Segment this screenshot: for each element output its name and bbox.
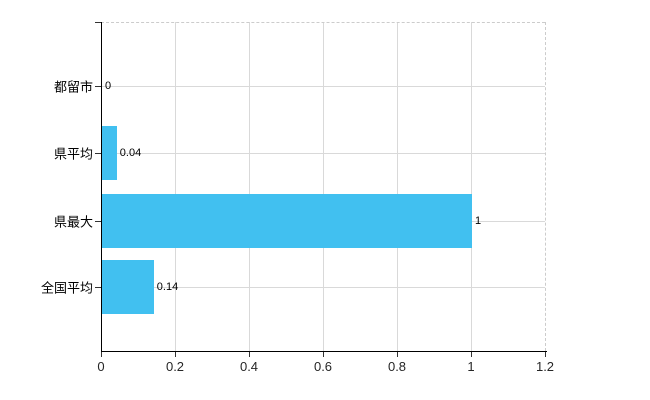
gridline-x-0.2 [175,22,176,351]
value-label-2: 1 [475,215,482,227]
x-tick-0.4 [249,352,250,357]
gridline-row-3 [102,287,545,288]
y-tick-1 [95,153,101,154]
plot-border-top [101,22,545,23]
category-label-3: 全国平均 [40,280,93,296]
x-tick-label-1.2: 1.2 [535,359,555,374]
x-tick-1.2 [545,352,546,357]
x-tick-0.8 [397,352,398,357]
plot-border-right [545,22,546,351]
bar-2 [102,194,472,248]
gridline-x-0.8 [397,22,398,351]
x-tick-label-0: 0 [97,359,105,374]
gridline-row-0 [102,86,545,87]
x-tick-label-0.2: 0.2 [165,359,185,374]
y-tick-3 [95,287,101,288]
y-tick-0 [95,86,101,87]
value-label-3: 0.14 [156,281,179,293]
category-label-1: 県平均 [53,146,93,162]
x-tick-1 [471,352,472,357]
bar-1 [102,126,117,180]
x-tick-0.2 [175,352,176,357]
gridline-x-0.4 [249,22,250,351]
gridline-x-0.6 [323,22,324,351]
x-tick-0 [101,352,102,357]
value-label-1: 0.04 [119,147,142,159]
x-tick-label-0.6: 0.6 [313,359,333,374]
bar-3 [102,260,154,314]
category-label-2: 県最大 [53,214,93,230]
category-label-0: 都留市 [53,79,93,95]
x-axis-line [101,351,547,352]
gridline-row-1 [102,153,545,154]
y-tick-2 [95,221,101,222]
x-tick-label-0.8: 0.8 [387,359,407,374]
x-tick-0.6 [323,352,324,357]
value-label-0: 0 [105,80,112,92]
gridline-x-1 [471,22,472,351]
y-axis-line [101,22,102,351]
y-axis-end-tick [95,22,101,23]
x-tick-label-1: 1 [467,359,475,374]
x-tick-label-0.4: 0.4 [239,359,259,374]
